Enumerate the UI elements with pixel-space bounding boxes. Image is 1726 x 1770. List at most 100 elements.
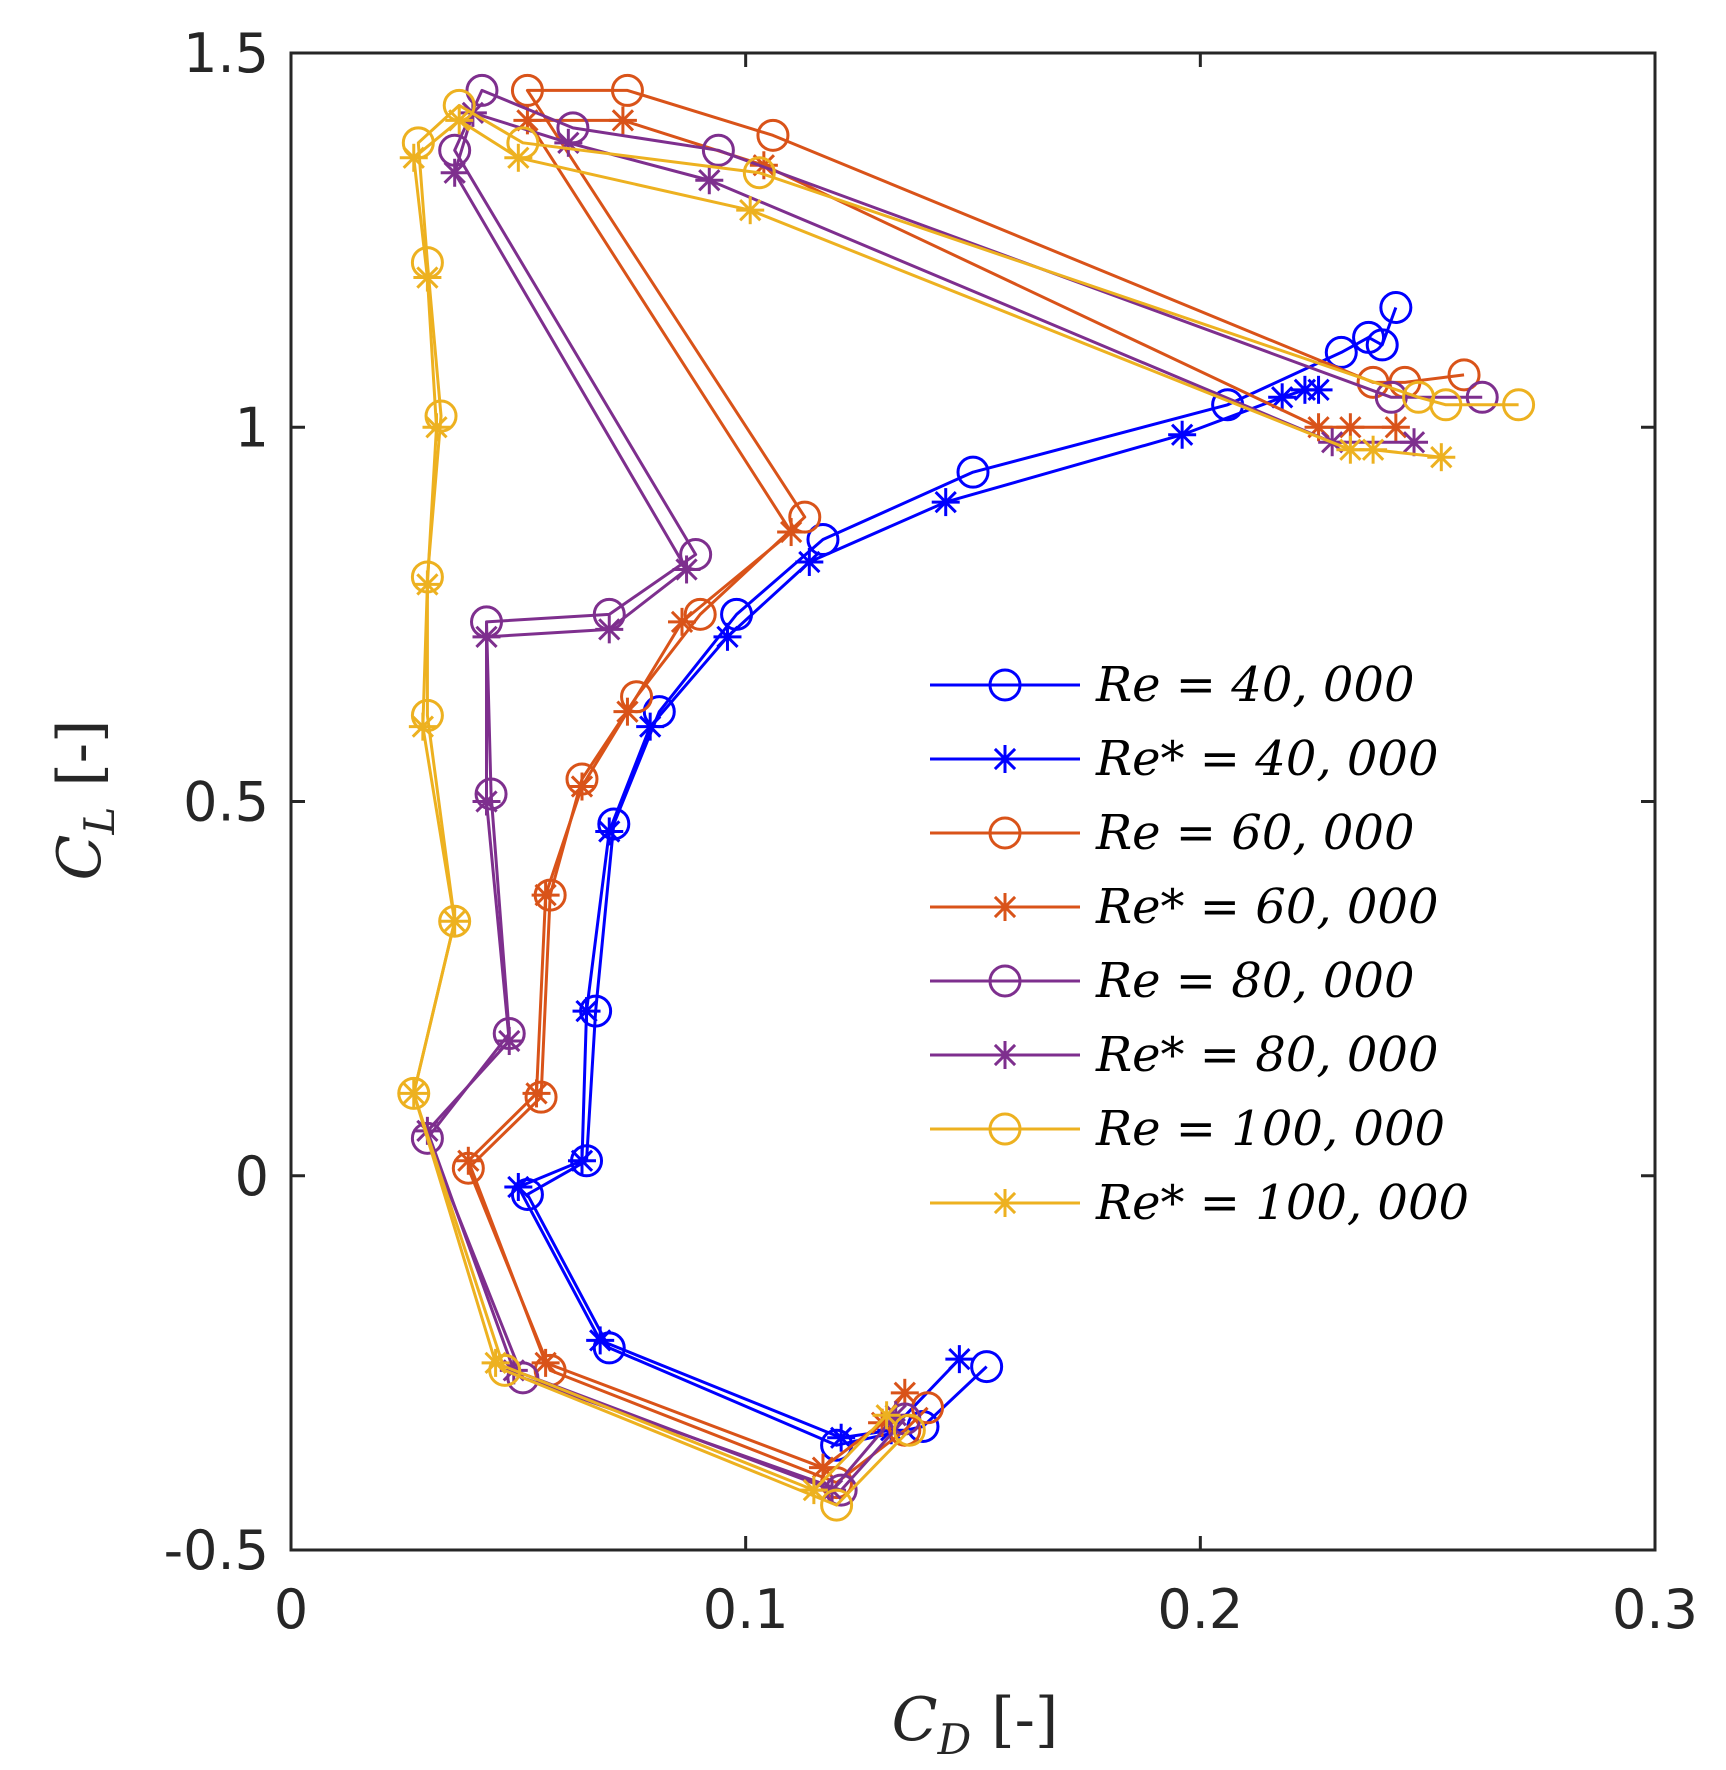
data-point-circle (756, 118, 790, 152)
x-tick-label: 0.3 (1612, 1578, 1698, 1641)
data-point-star (795, 547, 824, 576)
data-point-circle (397, 1076, 431, 1110)
legend-entry: Re* = 40, 000 (930, 731, 1439, 787)
y-axis-label-sub: L (75, 807, 124, 836)
series-line (516, 388, 1319, 1440)
data-point-circle (1324, 335, 1358, 369)
data-point-star (531, 881, 560, 910)
series-line (412, 103, 1519, 1507)
data-point-star (413, 570, 442, 599)
data-point-star (472, 622, 501, 651)
data-point-star (586, 1326, 615, 1355)
data-point-circle (701, 133, 735, 167)
data-point-star (567, 772, 596, 801)
x-axis-ticks: 0 0.1 0.2 0.3 (274, 53, 1698, 1641)
legend-label: Re = 80, 000 (1095, 953, 1415, 1009)
y-tick-label: 1 (235, 396, 269, 459)
data-point-star (504, 143, 533, 172)
data-point-star (1268, 383, 1297, 412)
data-point-star (522, 1079, 551, 1108)
x-axis-label-main: C (892, 1685, 938, 1755)
data-point-circle (970, 1350, 1004, 1384)
data-point-star (872, 1401, 901, 1430)
data-point-star (890, 1378, 919, 1407)
data-point-star (713, 622, 742, 651)
y-axis-label-unit: [-] (45, 720, 115, 787)
data-point-circle (683, 597, 717, 631)
x-tick-label: 0.2 (1157, 1578, 1243, 1641)
legend-entry: Re = 80, 000 (930, 953, 1415, 1009)
data-point-star (991, 1189, 1019, 1217)
data-point-star (668, 607, 697, 636)
legend-label: Re = 40, 000 (1095, 657, 1415, 713)
data-point-star (554, 128, 583, 157)
data-point-star (504, 1172, 533, 1201)
data-point-star (595, 615, 624, 644)
y-tick-label: 0.5 (183, 771, 269, 834)
x-axis-label-sub: D (937, 1715, 972, 1764)
data-point-star (445, 106, 474, 135)
data-point-circle (510, 73, 544, 107)
data-point-star (472, 787, 501, 816)
data-point-circle (1502, 388, 1536, 422)
data-point-circle (474, 777, 508, 811)
data-point-star (991, 893, 1019, 921)
data-point-star (991, 745, 1019, 773)
data-point-star (695, 166, 724, 195)
data-point-star (572, 997, 601, 1026)
series-line (412, 118, 1442, 1492)
legend-entry: Re = 60, 000 (930, 805, 1415, 861)
legend-entry: Re* = 60, 000 (930, 879, 1439, 935)
data-point-star (1359, 435, 1388, 464)
y-tick-label: 0 (235, 1145, 269, 1208)
data-point-star (799, 1476, 828, 1505)
data-point-circle (820, 1488, 854, 1522)
data-point-star (827, 1423, 856, 1452)
series-2 (504, 375, 1333, 1452)
data-point-circle (438, 904, 472, 938)
legend-label: Re* = 80, 000 (1095, 1027, 1439, 1083)
data-point-star (608, 106, 637, 135)
legend: Re = 40, 000 Re* = 40, 000 Re = 60, 000 Re*… (930, 657, 1469, 1231)
legend-label: Re* = 60, 000 (1095, 879, 1439, 935)
legend-label: Re* = 40, 000 (1095, 731, 1439, 787)
legend-label: Re = 60, 000 (1095, 805, 1415, 861)
y-axis-ticks: -0.5 0 0.5 1 1.5 (164, 22, 1655, 1582)
data-point-star (422, 413, 451, 442)
data-point-circle (956, 455, 990, 489)
data-point-star (777, 518, 806, 547)
data-point-circle (524, 1080, 558, 1114)
y-tick-label: 1.5 (183, 22, 269, 85)
data-point-circle (892, 1413, 926, 1447)
data-point-circle (597, 807, 631, 841)
legend-entry: Re* = 80, 000 (930, 1027, 1439, 1083)
data-point-circle (742, 156, 776, 190)
data-point-circle (610, 73, 644, 107)
data-point-star (931, 488, 960, 517)
data-point-star (613, 697, 642, 726)
data-point-star (454, 1146, 483, 1175)
series-8 (399, 106, 1456, 1505)
data-point-star (481, 1348, 510, 1377)
x-axis-label: CD [-] (892, 1685, 1059, 1764)
y-tick-label: -0.5 (164, 1519, 269, 1582)
plot-area (289, 51, 1657, 1552)
data-point-circle (988, 816, 1022, 850)
data-point-star (1427, 443, 1456, 472)
series-line (425, 88, 1483, 1492)
data-point-star (531, 1348, 560, 1377)
data-point-circle (988, 668, 1022, 702)
x-axis-label-unit: [-] (991, 1685, 1058, 1755)
data-point-star (408, 712, 437, 741)
data-point-star (399, 1079, 428, 1108)
data-point-star (736, 196, 765, 225)
data-point-star (1168, 420, 1197, 449)
data-point-star (672, 555, 701, 584)
data-point-star (1400, 428, 1429, 457)
y-axis-label: CL [-] (45, 720, 124, 881)
data-point-circle (1429, 388, 1463, 422)
data-point-star (1381, 413, 1410, 442)
series-layer (397, 73, 1536, 1522)
data-point-star (636, 712, 665, 741)
